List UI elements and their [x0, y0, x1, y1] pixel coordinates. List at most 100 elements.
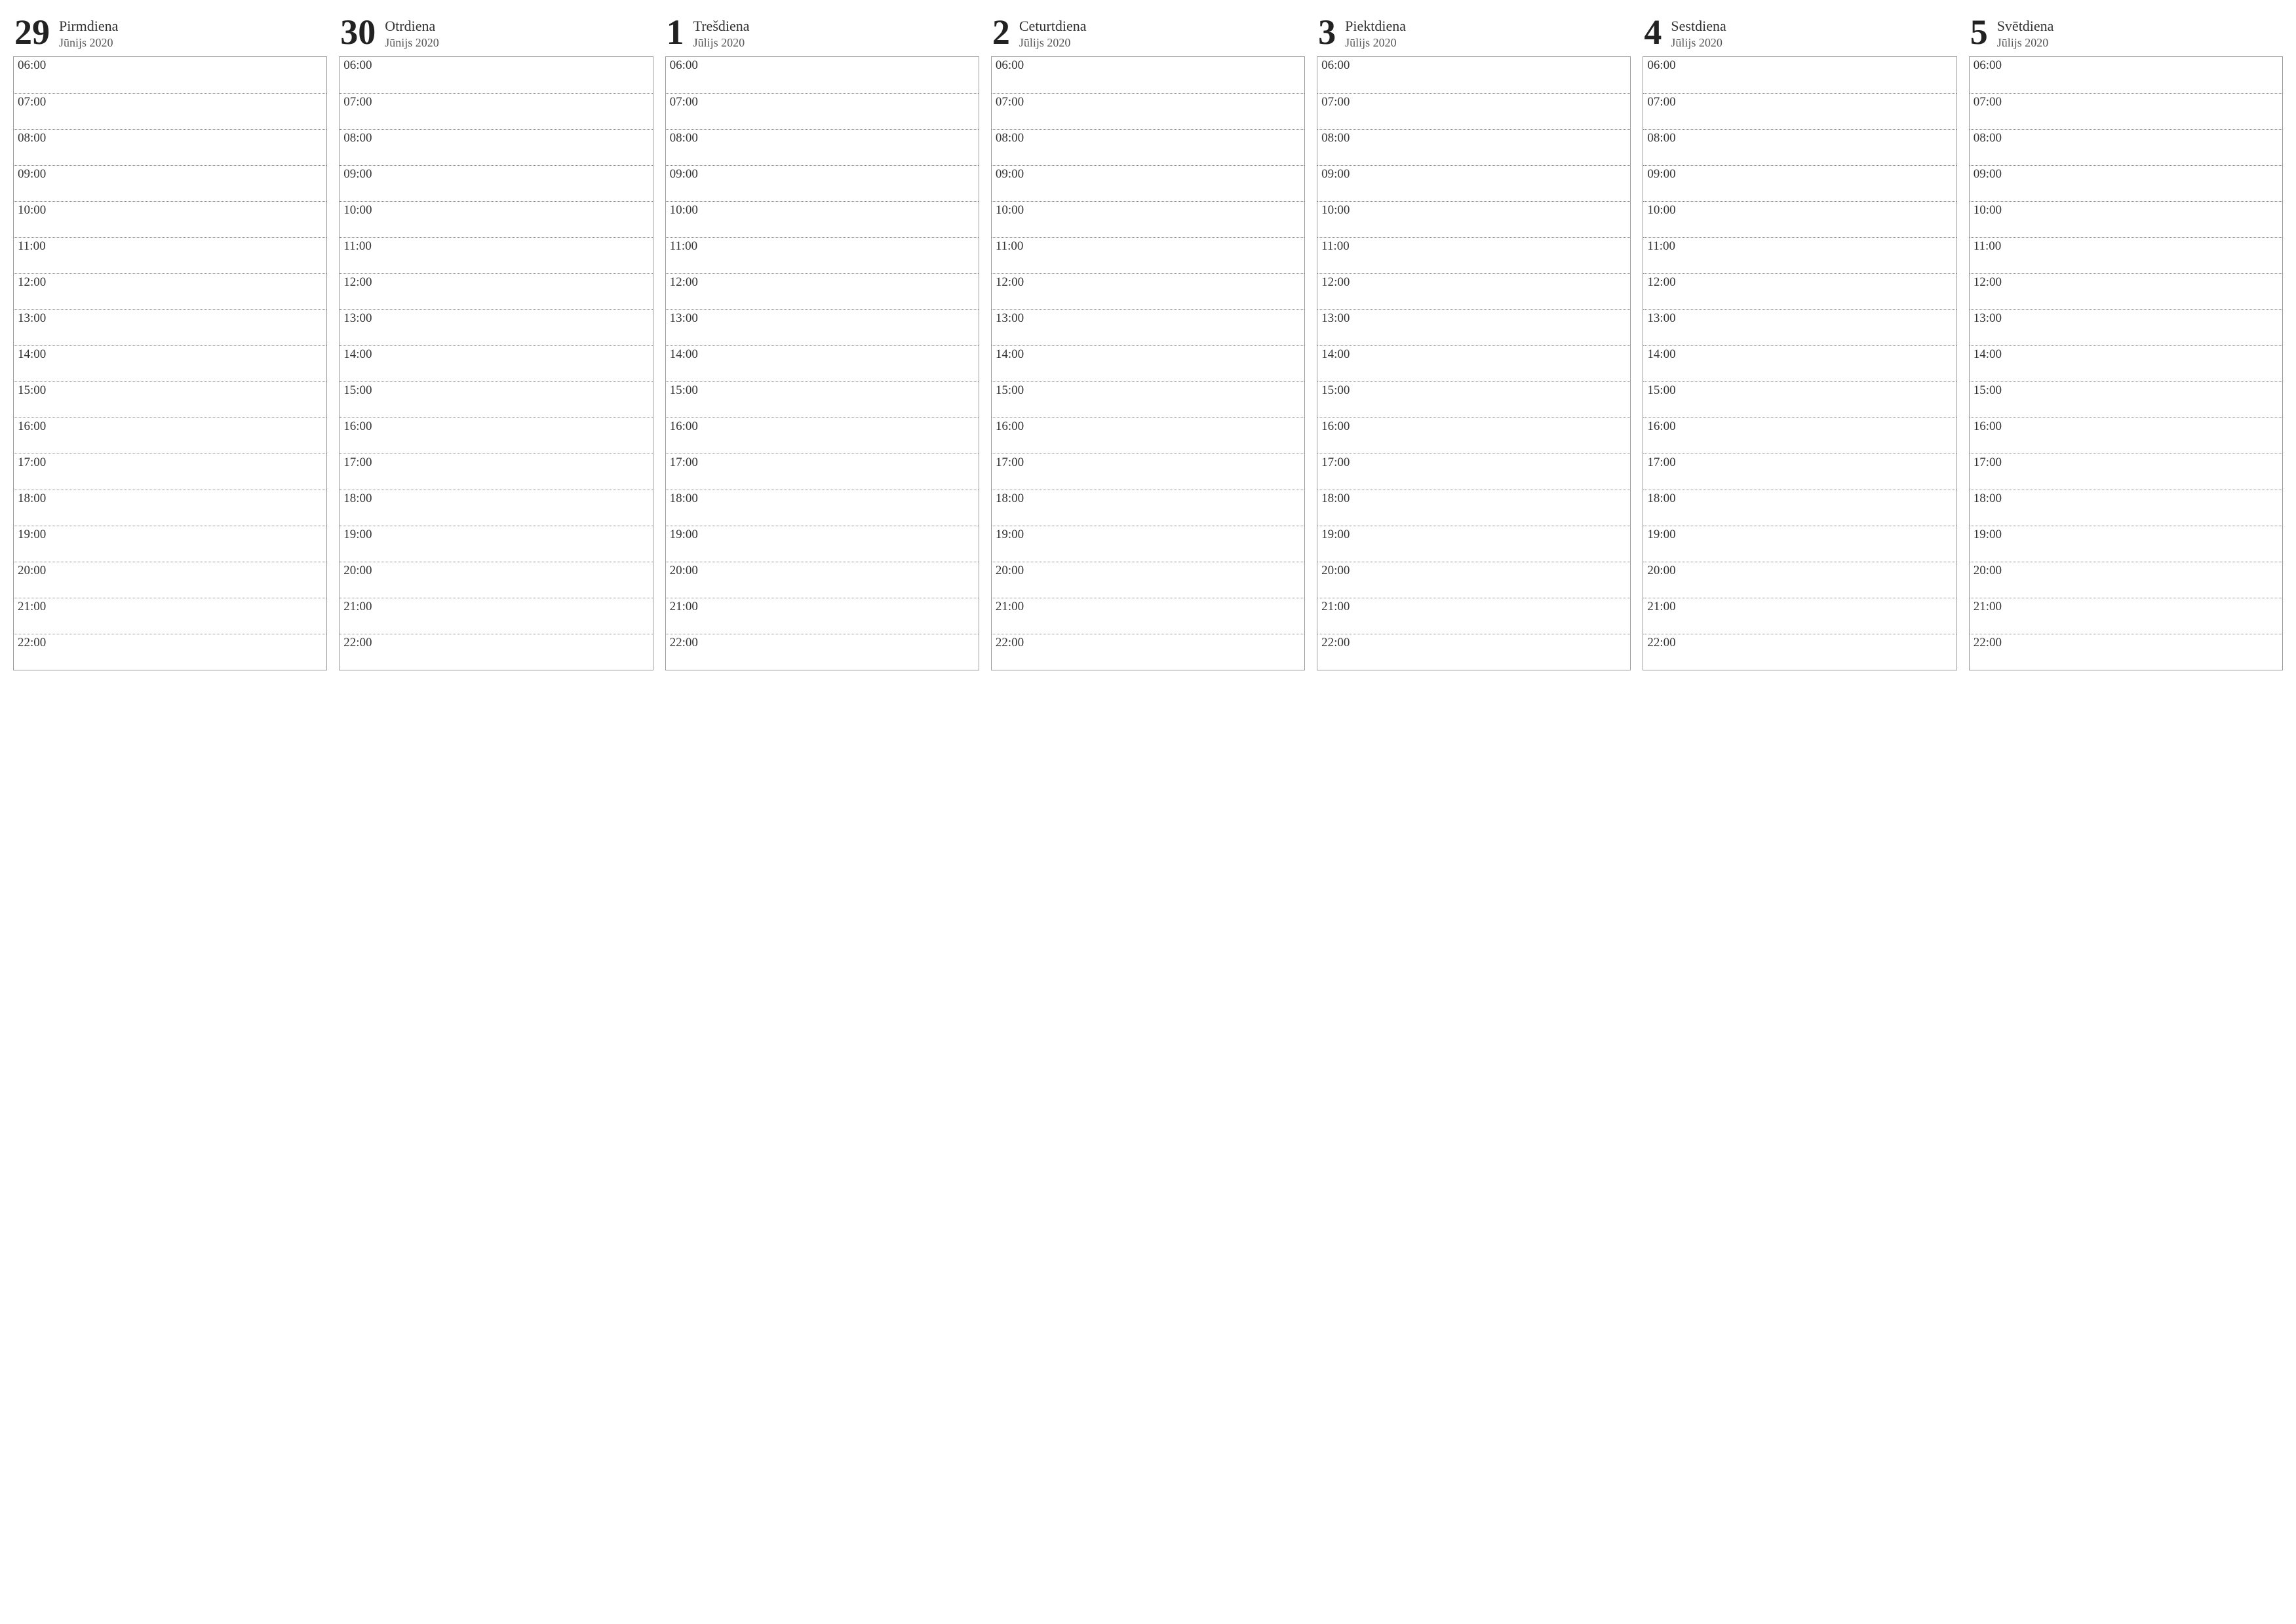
hour-row: 22:00 [1970, 634, 2282, 670]
hour-row: 19:00 [1970, 526, 2282, 562]
hour-row: 10:00 [666, 201, 979, 237]
day-number: 1 [667, 14, 684, 50]
hour-row: 16:00 [1970, 417, 2282, 454]
day-month-year: Jūlijs 2020 [1671, 35, 1726, 50]
hour-row: 11:00 [666, 237, 979, 273]
hour-row: 08:00 [1970, 129, 2282, 165]
hour-row: 11:00 [14, 237, 326, 273]
day-month-year: Jūlijs 2020 [1345, 35, 1406, 50]
hour-row: 14:00 [1643, 345, 1956, 381]
hour-row: 07:00 [1643, 93, 1956, 129]
hour-row: 11:00 [1643, 237, 1956, 273]
day-month-year: Jūlijs 2020 [693, 35, 750, 50]
hour-row: 10:00 [340, 201, 652, 237]
day-meta: TrešdienaJūlijs 2020 [693, 14, 750, 50]
hour-row: 10:00 [1970, 201, 2282, 237]
day-meta: OtrdienaJūnijs 2020 [385, 14, 439, 50]
hour-row: 07:00 [340, 93, 652, 129]
hour-row: 10:00 [992, 201, 1304, 237]
hour-row: 18:00 [1317, 490, 1630, 526]
day-meta: SestdienaJūlijs 2020 [1671, 14, 1726, 50]
day-name: Otrdiena [385, 17, 439, 35]
hour-row: 11:00 [992, 237, 1304, 273]
hour-row: 06:00 [14, 57, 326, 93]
hour-row: 21:00 [14, 598, 326, 634]
day-name: Sestdiena [1671, 17, 1726, 35]
hour-row: 14:00 [1970, 345, 2282, 381]
day-hour-grid: 06:0007:0008:0009:0010:0011:0012:0013:00… [1969, 56, 2283, 670]
day-header: 4SestdienaJūlijs 2020 [1643, 12, 1956, 56]
hour-row: 06:00 [340, 57, 652, 93]
hour-row: 11:00 [340, 237, 652, 273]
day-number: 30 [340, 14, 376, 50]
hour-row: 08:00 [666, 129, 979, 165]
hour-row: 08:00 [1643, 129, 1956, 165]
hour-row: 07:00 [1970, 93, 2282, 129]
day-column: 29PirmdienaJūnijs 202006:0007:0008:0009:… [13, 12, 327, 670]
hour-row: 16:00 [1317, 417, 1630, 454]
day-header: 30OtrdienaJūnijs 2020 [339, 12, 653, 56]
day-column: 3PiektdienaJūlijs 202006:0007:0008:0009:… [1317, 12, 1631, 670]
hour-row: 15:00 [340, 381, 652, 417]
day-hour-grid: 06:0007:0008:0009:0010:0011:0012:0013:00… [991, 56, 1305, 670]
hour-row: 06:00 [666, 57, 979, 93]
hour-row: 15:00 [666, 381, 979, 417]
hour-row: 07:00 [666, 93, 979, 129]
hour-row: 17:00 [1970, 454, 2282, 490]
day-name: Piektdiena [1345, 17, 1406, 35]
hour-row: 19:00 [666, 526, 979, 562]
day-month-year: Jūlijs 2020 [1019, 35, 1087, 50]
hour-row: 20:00 [14, 562, 326, 598]
hour-row: 21:00 [1643, 598, 1956, 634]
hour-row: 17:00 [1317, 454, 1630, 490]
hour-row: 21:00 [992, 598, 1304, 634]
day-hour-grid: 06:0007:0008:0009:0010:0011:0012:0013:00… [1317, 56, 1631, 670]
hour-row: 13:00 [1643, 309, 1956, 345]
day-month-year: Jūnijs 2020 [385, 35, 439, 50]
hour-row: 10:00 [14, 201, 326, 237]
hour-row: 19:00 [1643, 526, 1956, 562]
day-hour-grid: 06:0007:0008:0009:0010:0011:0012:0013:00… [1643, 56, 1956, 670]
hour-row: 06:00 [1970, 57, 2282, 93]
hour-row: 18:00 [14, 490, 326, 526]
hour-row: 19:00 [992, 526, 1304, 562]
hour-row: 09:00 [1970, 165, 2282, 201]
day-column: 2 CeturtdienaJūlijs 2020 06:0007:0008:0009… [991, 12, 1305, 670]
hour-row: 07:00 [992, 93, 1304, 129]
day-name: Svētdiena [1997, 17, 2054, 35]
hour-row: 09:00 [666, 165, 979, 201]
hour-row: 22:00 [14, 634, 326, 670]
day-header: 3PiektdienaJūlijs 2020 [1317, 12, 1631, 56]
hour-row: 15:00 [1643, 381, 1956, 417]
day-number: 29 [14, 14, 50, 50]
hour-row: 22:00 [340, 634, 652, 670]
day-number: 2 [992, 14, 1010, 50]
hour-row: 18:00 [1970, 490, 2282, 526]
hour-row: 09:00 [340, 165, 652, 201]
day-name: Ceturtdiena [1019, 17, 1087, 35]
hour-row: 07:00 [14, 93, 326, 129]
hour-row: 17:00 [1643, 454, 1956, 490]
hour-row: 22:00 [992, 634, 1304, 670]
hour-row: 06:00 [992, 57, 1304, 93]
day-name: Pirmdiena [59, 17, 118, 35]
hour-row: 13:00 [340, 309, 652, 345]
hour-row: 17:00 [666, 454, 979, 490]
hour-row: 20:00 [1317, 562, 1630, 598]
hour-row: 10:00 [1317, 201, 1630, 237]
hour-row: 20:00 [666, 562, 979, 598]
hour-row: 19:00 [14, 526, 326, 562]
hour-row: 13:00 [1970, 309, 2282, 345]
hour-row: 18:00 [992, 490, 1304, 526]
hour-row: 17:00 [14, 454, 326, 490]
day-column: 4SestdienaJūlijs 202006:0007:0008:0009:0… [1643, 12, 1956, 670]
hour-row: 08:00 [14, 129, 326, 165]
hour-row: 07:00 [1317, 93, 1630, 129]
hour-row: 10:00 [1643, 201, 1956, 237]
day-header: 2 CeturtdienaJūlijs 2020 [991, 12, 1305, 56]
hour-row: 15:00 [1317, 381, 1630, 417]
day-month-year: Jūnijs 2020 [59, 35, 118, 50]
hour-row: 20:00 [1970, 562, 2282, 598]
hour-row: 21:00 [1970, 598, 2282, 634]
hour-row: 13:00 [666, 309, 979, 345]
